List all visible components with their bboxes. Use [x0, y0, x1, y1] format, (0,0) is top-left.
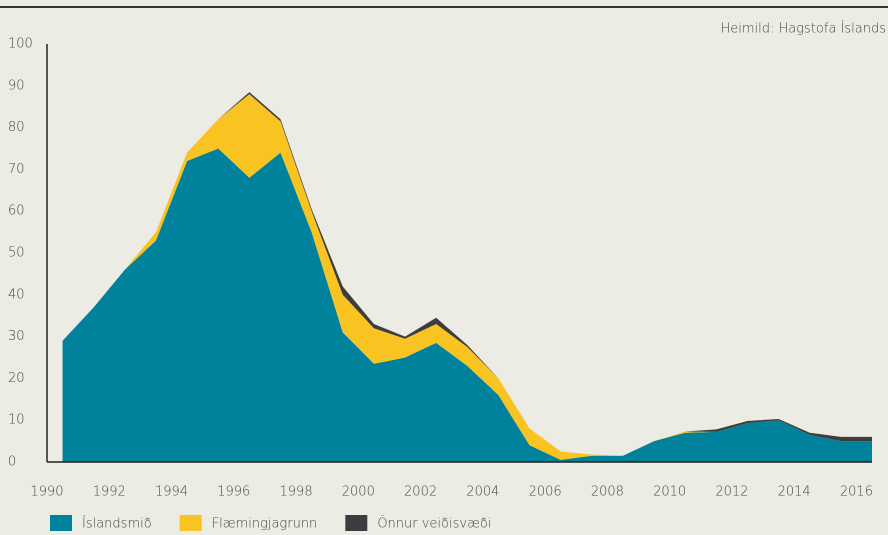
x-tick-label: 1998: [280, 485, 313, 500]
y-tick-label: 0: [8, 455, 16, 470]
x-tick-label: 2010: [653, 485, 686, 500]
legend-label: Önnur veiðisvæði: [377, 516, 491, 532]
y-tick-label: 80: [8, 120, 25, 135]
x-tick-label: 2008: [591, 485, 624, 500]
x-tick-label: 1992: [93, 485, 126, 500]
y-tick-label: 50: [8, 246, 25, 261]
x-tick-label: 2000: [342, 485, 375, 500]
x-tick-label: 2004: [466, 485, 499, 500]
legend-label: Flæmingjagrunn: [212, 517, 318, 532]
y-tick-label: 20: [8, 371, 25, 386]
source: Heimild: Hagstofa Íslands: [720, 21, 886, 37]
y-tick-label: 100: [8, 37, 33, 52]
y-tick-label: 40: [8, 287, 25, 302]
x-tick-label: 2002: [404, 485, 437, 500]
x-tick-label: 2016: [840, 485, 873, 500]
y-tick-label: 60: [8, 204, 25, 219]
legend-label: Íslandsmið: [82, 516, 152, 532]
x-tick-label: 2006: [529, 485, 562, 500]
x-tick-label: 1996: [217, 485, 250, 500]
legend-swatch: [50, 515, 72, 531]
x-tick-label: 2012: [715, 485, 748, 500]
x-tick-label: 1990: [30, 485, 63, 500]
y-tick-label: 70: [8, 162, 25, 177]
legend-swatch: [179, 515, 202, 531]
y-tick-label: 30: [8, 329, 25, 344]
legend-swatch: [345, 515, 368, 531]
x-tick-label: 2014: [778, 485, 811, 500]
x-tick-label: 1994: [155, 485, 188, 500]
area: [62, 148, 872, 462]
y-tick-label: 90: [8, 78, 25, 93]
y-tick-label: 10: [8, 413, 25, 428]
